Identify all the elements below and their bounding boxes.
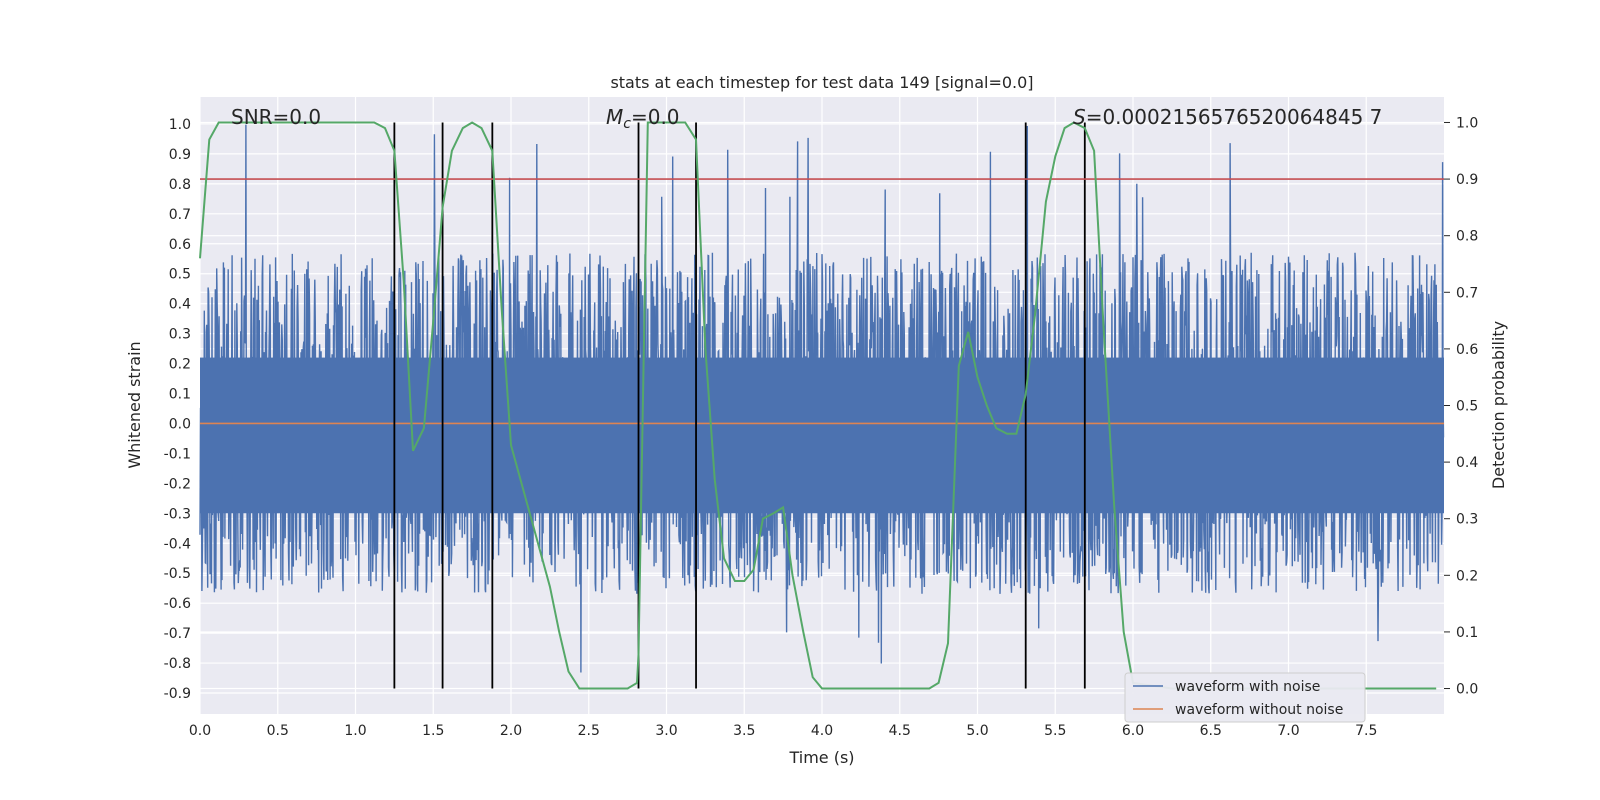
y-tick-label: 0.6 — [169, 237, 191, 253]
x-tick-label: 1.5 — [422, 723, 444, 739]
y-tick-label: 0.1 — [169, 387, 191, 403]
legend-label-clean: waveform without noise — [1175, 702, 1343, 718]
mc-symbol: M — [606, 105, 623, 129]
y-axis-label: Whitened strain — [125, 341, 144, 468]
y-tick-label: -0.2 — [164, 476, 191, 492]
x-tick-label: 0.0 — [189, 723, 211, 739]
y-tick-label: 0.0 — [169, 416, 191, 432]
y2-tick-label: 0.6 — [1456, 342, 1478, 358]
chart-title: stats at each timestep for test data 149… — [610, 73, 1033, 92]
x-tick-label: 6.0 — [1122, 723, 1144, 739]
x-tick-label: 3.0 — [655, 723, 677, 739]
y-tick-label: -0.9 — [164, 686, 191, 702]
y-tick-labels: 1.0 0.9 0.8 0.7 0.6 0.5 0.4 0.3 0.2 0.1 0.0 -0.1 -0.… — [164, 117, 191, 702]
detection-probability — [199, 121, 1437, 690]
y2-tick-label: 0.7 — [1456, 285, 1478, 301]
y-tick-label: -0.6 — [164, 596, 191, 612]
y2-tick-label: 0.0 — [1456, 682, 1478, 698]
x-tick-label: 3.5 — [733, 723, 755, 739]
x-tick-label: 5.5 — [1044, 723, 1066, 739]
x-tick-label: 7.5 — [1355, 723, 1377, 739]
y2-tick-label: 0.9 — [1456, 172, 1478, 188]
y-tick-label: 0.3 — [169, 327, 191, 343]
x-tick-label: 6.5 — [1200, 723, 1222, 739]
y2-tick-label: 0.2 — [1456, 568, 1478, 584]
y-tick-label: 0.7 — [169, 207, 191, 223]
y2-tick-label: 0.4 — [1456, 455, 1478, 471]
x-axis-label: Time (s) — [788, 748, 854, 767]
noise-core — [200, 357, 1444, 514]
x-tick-label: 4.5 — [889, 723, 911, 739]
y-tick-label: -0.3 — [164, 506, 191, 522]
y-tick-label: 0.8 — [169, 177, 191, 193]
y-tick-label: -0.7 — [164, 626, 191, 642]
y2-tick-labels: 1.0 0.9 0.8 0.7 0.6 0.5 0.4 0.3 0.2 0.1 0.0 — [1444, 115, 1478, 698]
legend-label-noise: waveform with noise — [1175, 679, 1320, 695]
y-tick-label: -0.1 — [164, 446, 191, 462]
legend-box — [1124, 672, 1366, 723]
x-tick-label: 2.0 — [500, 723, 522, 739]
x-tick-label: 1.0 — [344, 723, 366, 739]
y-tick-label: 0.4 — [169, 297, 191, 313]
y2-tick-label: 0.3 — [1456, 512, 1478, 528]
y2-axis-label: Detection probability — [1489, 321, 1508, 489]
y-tick-label: -0.8 — [164, 656, 191, 672]
mc-value: =0.0 — [631, 105, 680, 129]
y-tick-label: 0.5 — [169, 267, 191, 283]
y-tick-label: 1.0 — [169, 117, 191, 133]
s-annotation: S=0.0002156576520064845 7 — [1073, 105, 1382, 129]
legend: waveform with noise waveform without noi… — [1124, 672, 1366, 723]
waveform-with-noise — [199, 124, 1445, 673]
y2-tick-label: 0.1 — [1456, 625, 1478, 641]
y2-tick-label: 0.5 — [1456, 399, 1478, 415]
y-tick-label: -0.4 — [164, 536, 191, 552]
mc-subscript: c — [623, 116, 631, 132]
snr-annotation: SNR=0.0 — [231, 105, 321, 129]
x-tick-labels: 0.0 0.5 1.0 1.5 2.0 2.5 3.0 3.5 4.0 4.5 5.0 5.5 6.0 6… — [189, 723, 1378, 739]
mc-annotation: Mc=0.0 — [606, 105, 680, 132]
x-tick-label: 0.5 — [267, 723, 289, 739]
y2-tick-label: 1.0 — [1456, 115, 1478, 131]
x-tick-label: 4.0 — [811, 723, 833, 739]
y2-tick-label: 0.8 — [1456, 229, 1478, 245]
x-tick-label: 5.0 — [966, 723, 988, 739]
x-tick-label: 2.5 — [578, 723, 600, 739]
s-value: =0.0002156576520064845 7 — [1086, 105, 1383, 129]
x-tick-label: 7.0 — [1277, 723, 1299, 739]
y-tick-label: -0.5 — [164, 566, 191, 582]
probability-trace — [199, 121, 1437, 690]
y-tick-label: 0.9 — [169, 147, 191, 163]
y-tick-label: 0.2 — [169, 357, 191, 373]
s-symbol: S — [1073, 105, 1086, 129]
